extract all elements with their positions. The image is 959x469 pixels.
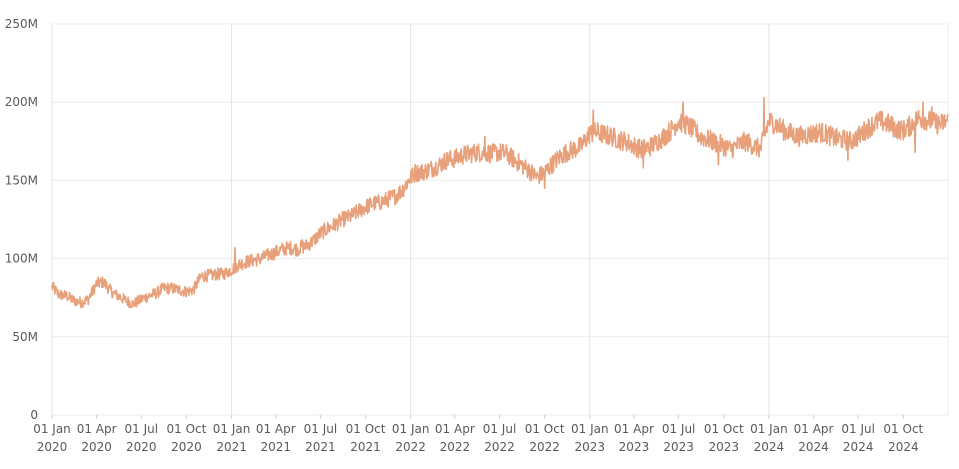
x-tick-label-year: 2021	[350, 440, 381, 454]
y-tick-label: 100M	[5, 252, 38, 266]
x-tick-label-month: 01 Oct	[883, 422, 923, 436]
x-tick-label-month: 01 Apr	[77, 422, 117, 436]
x-tick-label-month: 01 Oct	[525, 422, 565, 436]
x-tick-label-year: 2022	[529, 440, 560, 454]
x-tick-label-month: 01 Apr	[435, 422, 475, 436]
x-tick-label-year: 2024	[754, 440, 785, 454]
x-tick-label-year: 2022	[395, 440, 426, 454]
x-tick-label-year: 2023	[619, 440, 650, 454]
x-tick-label-month: 01 Jul	[304, 422, 338, 436]
x-tick-label-year: 2024	[843, 440, 874, 454]
x-tick-label-month: 01 Jan	[392, 422, 430, 436]
series-line	[51, 96, 949, 309]
x-tick-label-month: 01 Jan	[750, 422, 788, 436]
x-tick-label-month: 01 Apr	[794, 422, 834, 436]
x-tick-label-month: 01 Jan	[33, 422, 71, 436]
x-tick-label-month: 01 Apr	[256, 422, 296, 436]
x-axis: 01 Jan 2020 01 Apr 2020 01 Jul 2020 01 Oct 2020…	[33, 415, 924, 454]
x-tick-label-month: 01 Jul	[125, 422, 159, 436]
x-tick-label-month: 01 Jul	[483, 422, 517, 436]
series-layer	[51, 96, 949, 309]
x-tick-label-year: 2021	[305, 440, 336, 454]
x-tick-label-month: 01 Oct	[704, 422, 744, 436]
x-tick-label-year: 2022	[484, 440, 515, 454]
x-tick-label-year: 2022	[440, 440, 471, 454]
x-tick-label-year: 2020	[81, 440, 112, 454]
y-tick-label: 250M	[5, 17, 38, 31]
y-tick-label: 200M	[5, 95, 38, 109]
x-tick-label-year: 2021	[260, 440, 291, 454]
x-tick-label-month: 01 Jan	[571, 422, 609, 436]
x-tick-label-year: 2024	[798, 440, 829, 454]
x-tick-label-month: 01 Jan	[213, 422, 251, 436]
y-tick-label: 150M	[5, 173, 38, 187]
x-tick-label-year: 2023	[708, 440, 739, 454]
y-axis: 0 50M 100M 150M 200M 250M	[5, 17, 38, 422]
x-tick-label-year: 2020	[171, 440, 202, 454]
y-tick-label: 50M	[12, 330, 38, 344]
plot-frame	[51, 23, 949, 416]
y-tick-label: 0	[30, 408, 38, 422]
grid-layer	[51, 23, 949, 416]
x-tick-label-month: 01 Oct	[346, 422, 386, 436]
x-tick-label-year: 2023	[663, 440, 694, 454]
x-tick-label-month: 01 Apr	[614, 422, 654, 436]
x-tick-label-year: 2021	[216, 440, 247, 454]
x-tick-label-year: 2020	[126, 440, 157, 454]
x-tick-label-year: 2023	[575, 440, 606, 454]
x-tick-label-month: 01 Oct	[167, 422, 207, 436]
x-tick-label-month: 01 Jul	[662, 422, 696, 436]
x-tick-label-year: 2020	[37, 440, 68, 454]
x-tick-label-month: 01 Jul	[841, 422, 875, 436]
x-tick-label-year: 2024	[888, 440, 919, 454]
